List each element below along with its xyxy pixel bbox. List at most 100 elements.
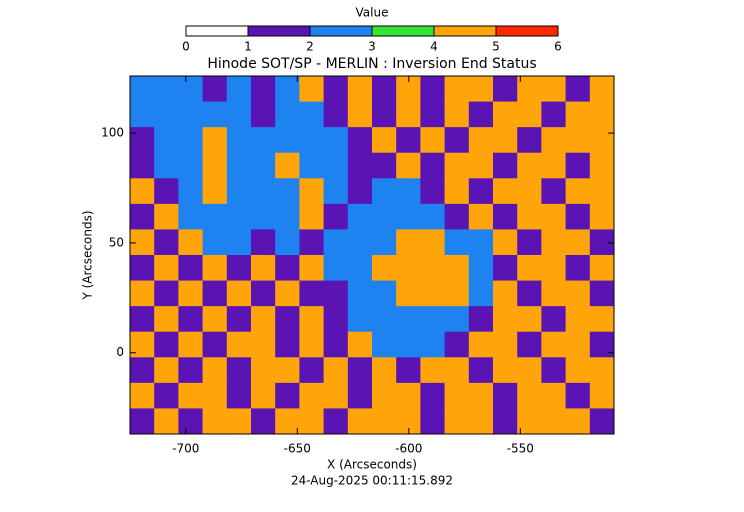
heat-cell bbox=[420, 101, 446, 128]
heat-cell bbox=[541, 255, 567, 282]
heat-cell bbox=[589, 76, 615, 103]
heat-cell bbox=[178, 101, 204, 128]
colorbar-segment bbox=[496, 26, 558, 36]
heat-cell bbox=[202, 127, 228, 154]
heat-cell bbox=[226, 178, 252, 205]
heat-cell bbox=[323, 331, 349, 358]
heat-cell bbox=[130, 101, 155, 128]
heat-cell bbox=[178, 203, 204, 230]
heat-cell bbox=[420, 76, 446, 103]
heat-cell bbox=[541, 382, 567, 409]
heat-cell bbox=[178, 255, 204, 282]
heat-cell bbox=[178, 152, 204, 179]
heat-cell bbox=[299, 255, 325, 282]
heat-cell bbox=[517, 178, 542, 205]
heat-cell bbox=[323, 127, 349, 154]
heat-cell bbox=[299, 382, 325, 409]
heat-cell bbox=[202, 255, 228, 282]
heat-cell bbox=[565, 127, 591, 154]
heat-cell bbox=[468, 382, 494, 409]
heat-cell bbox=[154, 127, 179, 154]
heat-cell bbox=[226, 306, 252, 333]
heat-cell bbox=[589, 203, 615, 230]
chart-title: Hinode SOT/SP - MERLIN : Inversion End S… bbox=[207, 56, 536, 72]
heat-cell bbox=[347, 152, 373, 179]
heat-cell bbox=[396, 357, 421, 384]
heat-cell bbox=[565, 255, 591, 282]
heat-cell bbox=[517, 203, 542, 230]
colorbar-tick-label: 6 bbox=[554, 40, 562, 54]
heat-cell bbox=[251, 101, 276, 128]
heat-cell bbox=[517, 382, 542, 409]
heat-cell bbox=[347, 178, 373, 205]
heat-cell bbox=[347, 382, 373, 409]
heat-cell bbox=[372, 178, 397, 205]
heat-cell bbox=[468, 101, 494, 128]
heat-cell bbox=[517, 152, 542, 179]
heat-cell bbox=[178, 357, 204, 384]
heat-cell bbox=[347, 255, 373, 282]
heat-cell bbox=[251, 255, 276, 282]
heat-cell bbox=[251, 408, 276, 435]
colorbar-tick-label: 4 bbox=[430, 40, 438, 54]
heat-cell bbox=[275, 76, 300, 103]
x-tick-label: -600 bbox=[395, 442, 422, 456]
heat-cell bbox=[130, 382, 155, 409]
heat-cell bbox=[420, 382, 446, 409]
heat-cell bbox=[565, 203, 591, 230]
heat-cell bbox=[420, 178, 446, 205]
heat-cell bbox=[517, 76, 542, 103]
heat-cell bbox=[541, 408, 567, 435]
heat-cell bbox=[444, 229, 470, 256]
heat-cell bbox=[517, 127, 542, 154]
heat-cell bbox=[468, 306, 494, 333]
heat-cell bbox=[396, 203, 421, 230]
x-tick-label: -650 bbox=[284, 442, 311, 456]
heat-cell bbox=[493, 101, 518, 128]
heat-cell bbox=[275, 331, 300, 358]
heat-cell bbox=[130, 331, 155, 358]
heat-cell bbox=[323, 178, 349, 205]
heat-cell bbox=[323, 76, 349, 103]
heat-cell bbox=[493, 76, 518, 103]
colorbar-segment bbox=[372, 26, 434, 36]
heat-cell bbox=[565, 178, 591, 205]
heat-cell bbox=[372, 152, 397, 179]
heat-cell bbox=[130, 203, 155, 230]
colorbar-tick-label: 3 bbox=[368, 40, 376, 54]
heat-cell bbox=[420, 280, 446, 307]
heat-cell bbox=[444, 76, 470, 103]
heat-cell bbox=[202, 408, 228, 435]
heat-cell bbox=[396, 229, 421, 256]
heat-cell bbox=[493, 229, 518, 256]
heat-cell bbox=[444, 357, 470, 384]
heat-cell bbox=[565, 229, 591, 256]
heat-cell bbox=[444, 382, 470, 409]
heat-cell bbox=[347, 280, 373, 307]
heat-cell bbox=[347, 101, 373, 128]
heat-cell bbox=[251, 178, 276, 205]
heat-cell bbox=[130, 178, 155, 205]
heat-cell bbox=[299, 127, 325, 154]
heat-cell bbox=[323, 152, 349, 179]
heat-cell bbox=[251, 331, 276, 358]
heat-cell bbox=[468, 127, 494, 154]
heat-cell bbox=[517, 408, 542, 435]
heat-cell bbox=[589, 101, 615, 128]
heat-cell bbox=[589, 152, 615, 179]
heat-cell bbox=[589, 306, 615, 333]
heat-cell bbox=[347, 76, 373, 103]
heat-cell bbox=[541, 152, 567, 179]
heat-cell bbox=[130, 357, 155, 384]
heat-cell bbox=[226, 229, 252, 256]
heat-cell bbox=[444, 152, 470, 179]
colorbar-segment bbox=[186, 26, 248, 36]
heat-cell bbox=[154, 306, 179, 333]
heat-cell bbox=[299, 331, 325, 358]
heat-cell bbox=[589, 255, 615, 282]
heat-cell bbox=[420, 152, 446, 179]
heat-cell bbox=[372, 331, 397, 358]
heat-cell bbox=[541, 76, 567, 103]
heat-cell bbox=[299, 152, 325, 179]
